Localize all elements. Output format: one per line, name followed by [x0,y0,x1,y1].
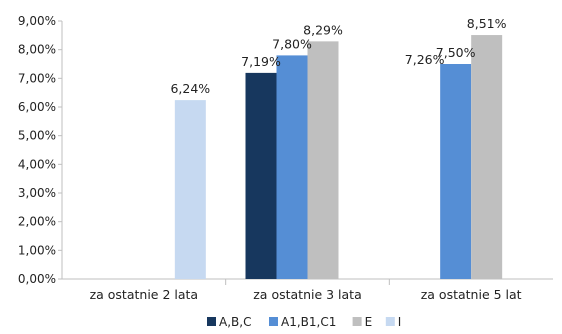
legend-swatch [207,317,216,326]
bar [440,64,472,279]
bar [245,72,277,280]
y-tick-label: 0,00% [18,272,56,286]
bar [471,35,503,280]
legend-label: A,B,C [219,315,251,329]
x-category-label: za ostatnie 2 lata [90,287,199,302]
data-label: 7,26% [405,52,445,67]
data-label: 6,24% [170,81,210,96]
category-separators [225,279,390,285]
legend-label: A1,B1,C1 [281,315,336,329]
y-tick-label: 1,00% [18,243,56,257]
x-category-label: za ostatnie 3 lata [253,287,362,302]
legend-swatch [352,317,362,326]
y-tick-label: 4,00% [18,157,56,171]
data-label: 8,51% [467,16,507,31]
data-labels: 7,19% 7,26% 7,80% 7,50% 8,29% 8,51% 6,24% [170,16,506,96]
bar [276,55,308,280]
x-axis-categories: za ostatnie 2 lata za ostatnie 3 lata za o… [90,287,522,302]
y-tick-label: 6,00% [18,100,56,114]
legend-swatch [269,317,278,326]
y-tick-label: 3,00% [18,186,56,200]
y-tick-label: 7,00% [18,71,56,85]
data-label: 7,80% [272,36,312,51]
data-label: 7,19% [241,54,281,69]
legend-label: I [398,315,402,329]
y-axis-ticks: 0,00% 1,00% 2,00% 3,00% 4,00% 5,00% 6,00% 7,00%… [18,14,62,286]
y-tick-label: 8,00% [18,43,56,57]
y-tick-label: 2,00% [18,215,56,229]
bar [174,100,206,280]
data-label: 7,50% [436,45,476,60]
data-label: 8,29% [303,22,343,37]
bars [174,35,503,280]
y-tick-label: 5,00% [18,129,56,143]
legend-label: E [365,315,373,329]
legend-swatch [385,317,395,326]
legend: A,B,C A1,B1,C1 E I [207,315,401,329]
bar [307,41,339,279]
x-category-label: za ostatnie 5 lat [421,287,522,302]
y-tick-label: 9,00% [18,14,56,28]
